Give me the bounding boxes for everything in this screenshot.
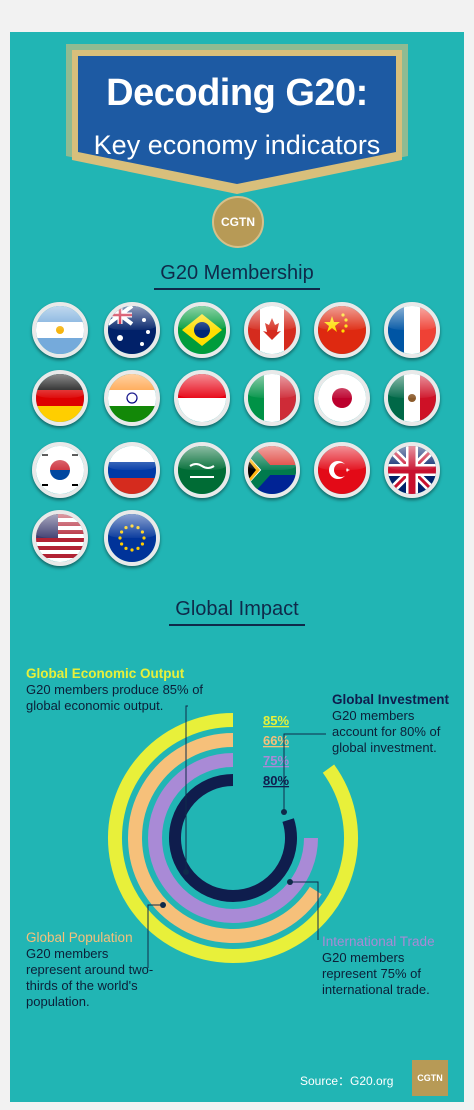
economic-output-connector-dot [183, 869, 189, 875]
source-credit: Source：G20.org [300, 1074, 394, 1088]
trade-label: International Trade G20 members represen… [322, 934, 452, 998]
population-ring [128, 733, 322, 943]
economic-output-ring [108, 713, 358, 963]
economic-output-value-label: 85% [263, 713, 289, 728]
economic-output-connector [185, 705, 188, 872]
impact-title: Global Impact [0, 598, 474, 626]
trade-connector-dot [287, 879, 293, 885]
population-heading: Global Population [26, 930, 133, 945]
investment-heading: Global Investment [332, 692, 450, 707]
investment-text: G20 members account for 80% of global in… [332, 708, 441, 755]
trade-text: G20 members represent 75% of internation… [322, 950, 430, 997]
population-connector [147, 904, 163, 968]
title-banner: Decoding G20: Key economy indicators [66, 44, 408, 198]
economic-output-text: G20 members produce 85% of global econom… [26, 682, 204, 713]
population-connector-dot [160, 902, 166, 908]
investment-connector [283, 733, 326, 812]
trade-connector [290, 881, 319, 940]
economic-output-label: Global Economic Output G20 members produ… [26, 666, 216, 714]
population-text: G20 members represent around two-thirds … [26, 946, 154, 1009]
page-subtitle: Key economy indicators [93, 130, 381, 160]
banner-shape [66, 44, 408, 194]
trade-value-label: 75% [263, 753, 289, 768]
population-label: Global Population G20 members represent … [26, 930, 162, 1010]
trade-heading: International Trade [322, 934, 435, 949]
trade-ring [148, 753, 318, 923]
economic-output-heading: Global Economic Output [26, 666, 185, 681]
membership-title: G20 Membership [0, 262, 474, 290]
investment-ring [169, 774, 297, 902]
investment-label: Global Investment G20 members account fo… [332, 692, 452, 756]
investment-value-label: 80% [263, 773, 289, 788]
page-title: Decoding G20: [106, 72, 368, 114]
investment-connector-dot [281, 809, 287, 815]
cgtn-logo: CGTN [212, 196, 264, 248]
cgtn-logo-footer: CGTN [412, 1060, 448, 1096]
population-value-label: 66% [263, 733, 289, 748]
